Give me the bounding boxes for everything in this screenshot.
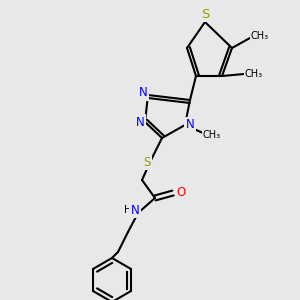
Text: CH₃: CH₃	[245, 69, 263, 79]
Text: O: O	[176, 187, 186, 200]
Text: CH₃: CH₃	[251, 31, 269, 41]
Text: N: N	[130, 203, 140, 217]
Text: N: N	[139, 86, 147, 100]
Text: S: S	[201, 8, 209, 20]
Text: N: N	[136, 116, 144, 128]
Text: CH₃: CH₃	[203, 130, 221, 140]
Text: N: N	[186, 118, 194, 131]
Text: S: S	[143, 155, 151, 169]
Text: H: H	[124, 205, 132, 215]
